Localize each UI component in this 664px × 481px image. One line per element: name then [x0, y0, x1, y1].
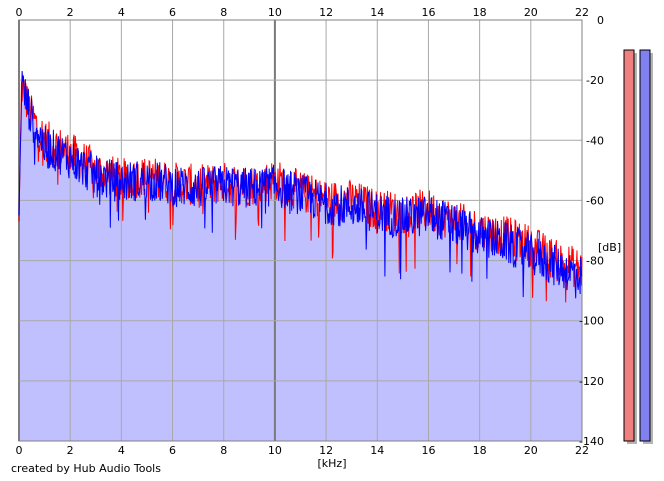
- y-tick-label: -20: [586, 74, 604, 87]
- x-tick-label-top: 0: [16, 6, 23, 19]
- x-tick-label-top: 20: [524, 6, 538, 19]
- x-tick-label-bottom: 16: [421, 444, 435, 457]
- x-tick-label-bottom: 22: [575, 444, 589, 457]
- y-tick-label: 0: [597, 14, 604, 27]
- x-tick-label-bottom: 0: [16, 444, 23, 457]
- x-tick-label-top: 16: [421, 6, 435, 19]
- credit-text: created by Hub Audio Tools: [11, 462, 161, 475]
- level-meters: [623, 49, 653, 445]
- x-axis-label: [kHz]: [318, 457, 347, 470]
- y-tick-label: -100: [579, 315, 604, 328]
- y-tick-label: -120: [579, 375, 604, 388]
- series-line-1: [18, 70, 583, 299]
- x-tick-label-top: 10: [268, 6, 282, 19]
- x-tick-label-bottom: 6: [169, 444, 176, 457]
- x-tick-label-top: 12: [319, 6, 333, 19]
- x-tick-label-top: 6: [169, 6, 176, 19]
- level-meter-right: [639, 49, 651, 442]
- y-tick-label: -40: [586, 134, 604, 147]
- x-tick-label-bottom: 8: [220, 444, 227, 457]
- y-axis-label: [dB]: [598, 241, 621, 254]
- x-tick-label-top: 4: [118, 6, 125, 19]
- y-tick-label: -60: [586, 194, 604, 207]
- x-tick-label-bottom: 10: [268, 444, 282, 457]
- x-tick-labels-bottom: 0 2 4 6 8 10 12 14 16 18 20 22: [16, 444, 590, 457]
- x-tick-label-top: 22: [575, 6, 589, 19]
- x-tick-label-bottom: 14: [370, 444, 384, 457]
- x-tick-label-bottom: 2: [67, 444, 74, 457]
- series-line-0: [18, 79, 583, 303]
- x-tick-label-bottom: 4: [118, 444, 125, 457]
- series-layer: [18, 70, 583, 303]
- x-tick-label-top: 8: [220, 6, 227, 19]
- x-tick-label-bottom: 18: [473, 444, 487, 457]
- x-tick-label-top: 2: [67, 6, 74, 19]
- x-tick-label-bottom: 20: [524, 444, 538, 457]
- x-tick-labels-top: 0 2 4 6 8 10 12 14 16 18 20 22: [16, 6, 590, 19]
- x-tick-label-bottom: 12: [319, 444, 333, 457]
- plot-border: [18, 19, 583, 442]
- y-tick-label: -140: [579, 435, 604, 448]
- x-tick-label-top: 18: [473, 6, 487, 19]
- x-tick-label-top: 14: [370, 6, 384, 19]
- y-tick-label: -80: [586, 255, 604, 268]
- y-tick-labels: 0 -20 -40 -60 -80 -100 -120 -140: [579, 14, 604, 448]
- level-meter-left: [623, 49, 635, 442]
